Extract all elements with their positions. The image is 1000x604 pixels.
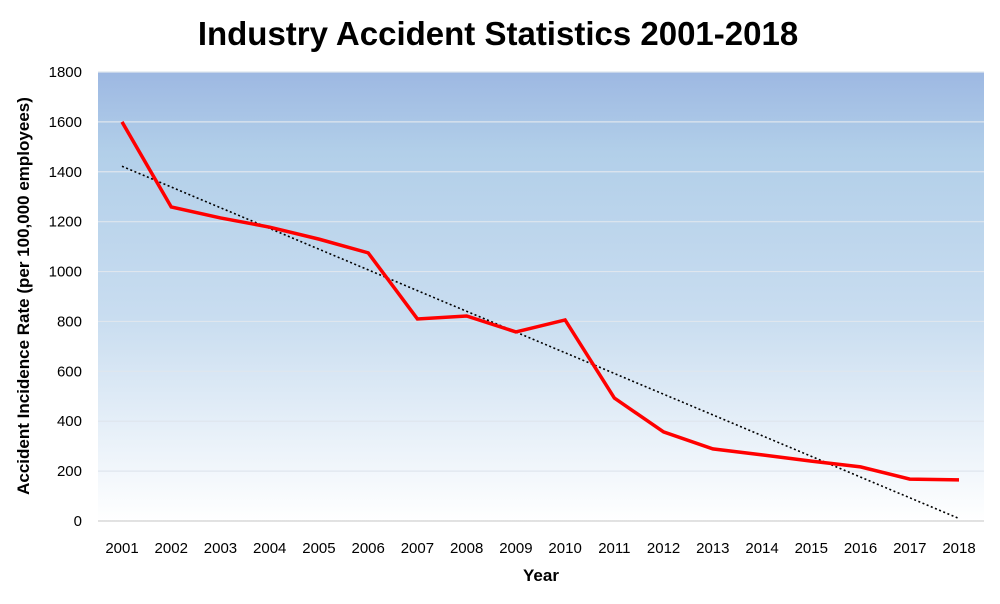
y-tick-label: 600 [57, 363, 82, 380]
x-tick-label: 2017 [893, 540, 926, 557]
y-tick-label: 1000 [49, 264, 82, 281]
trendline [121, 165, 960, 520]
x-tick-label: 2010 [548, 540, 581, 557]
x-tick-label: 2002 [155, 540, 188, 557]
y-axis-label: Accident Incidence Rate (per 100,000 emp… [14, 97, 33, 495]
x-tick-label: 2013 [696, 540, 729, 557]
x-tick-label: 2014 [745, 540, 778, 557]
y-tick-label: 1200 [49, 214, 82, 231]
y-tick-label: 1400 [49, 164, 82, 181]
y-tick-label: 800 [57, 313, 82, 330]
x-tick-label: 2009 [499, 540, 532, 557]
y-tick-label: 400 [57, 413, 82, 430]
y-tick-label: 1800 [49, 64, 82, 81]
x-tick-label: 2004 [253, 540, 286, 557]
y-tick-label: 1600 [49, 114, 82, 131]
x-tick-label: 2006 [351, 540, 384, 557]
x-tick-label: 2012 [647, 540, 680, 557]
x-axis-label: Year [523, 566, 559, 585]
x-tick-label: 2001 [105, 540, 138, 557]
x-tick-label: 2007 [401, 540, 434, 557]
series-line [120, 121, 960, 482]
y-tick-label: 0 [74, 513, 82, 530]
plot-area [98, 72, 984, 521]
x-tick-label: 2016 [844, 540, 877, 557]
x-tick-label: 2015 [795, 540, 828, 557]
y-tick-label: 200 [57, 463, 82, 480]
x-tick-label: 2011 [598, 540, 630, 557]
x-tick-label: 2008 [450, 540, 483, 557]
x-tick-label: 2005 [302, 540, 335, 557]
chart-title: Industry Accident Statistics 2001-2018 [198, 15, 798, 52]
x-tick-label: 2003 [204, 540, 237, 557]
x-tick-label: 2018 [942, 540, 975, 557]
